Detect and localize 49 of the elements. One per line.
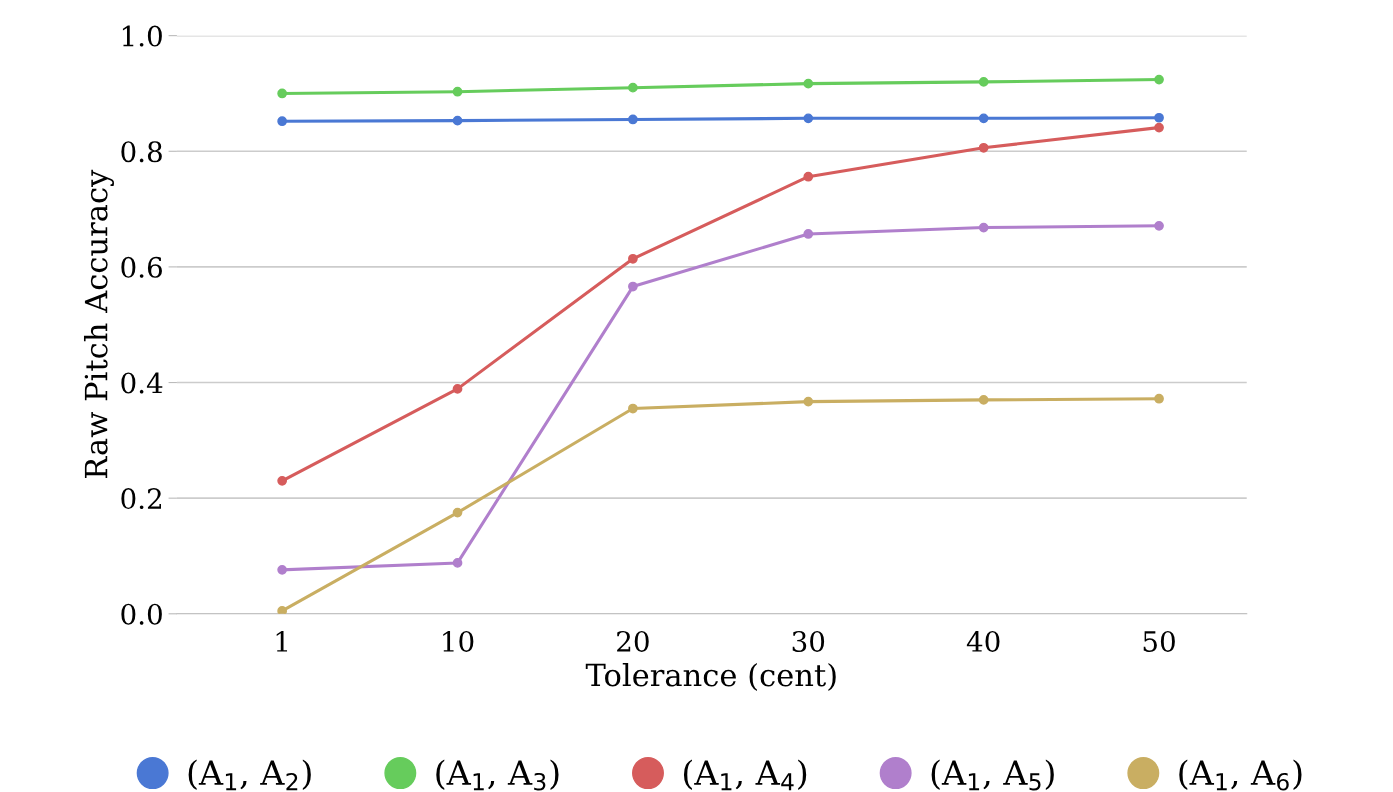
point <box>277 116 288 127</box>
legend-label: (A$_{1}$, A$_{4}$) <box>683 759 807 791</box>
point <box>803 113 814 124</box>
point <box>1154 74 1164 85</box>
y-tick-label: 0.8 <box>121 141 162 163</box>
point <box>978 222 989 233</box>
x-tick-label: 10 <box>443 630 474 652</box>
point <box>978 395 989 405</box>
point <box>978 113 989 124</box>
x-tick-label: 30 <box>792 630 825 652</box>
y-tick-label: 0.0 <box>121 603 162 625</box>
point <box>628 403 638 414</box>
point <box>277 564 288 575</box>
point <box>1154 112 1164 123</box>
point <box>277 475 288 486</box>
point <box>978 77 989 87</box>
point <box>803 78 814 89</box>
x-tick-label: 40 <box>966 630 1000 652</box>
point <box>277 88 288 99</box>
point <box>1154 220 1164 231</box>
point <box>628 114 638 125</box>
point <box>628 82 638 93</box>
point <box>978 142 989 153</box>
point <box>452 384 463 394</box>
point <box>803 229 814 239</box>
legend-label: (A$_{1}$, A$_{6}$) <box>1179 759 1302 791</box>
legend-label: (A$_{1}$, A$_{5}$) <box>931 759 1054 791</box>
point <box>803 171 814 182</box>
x-tick-label: 1 <box>276 630 288 652</box>
point <box>628 253 638 264</box>
x-axis-title: Tolerance (cent) <box>585 662 836 691</box>
y-tick-label: 1.0 <box>122 25 162 47</box>
point <box>277 606 288 614</box>
point <box>803 396 814 407</box>
legend-label: (A$_{1}$, A$_{3}$) <box>436 759 559 791</box>
point <box>1154 393 1164 404</box>
y-tick-label: 0.4 <box>121 372 163 394</box>
point <box>452 86 463 97</box>
y-axis-title: Raw Pitch Accuracy <box>83 169 114 479</box>
point <box>628 281 638 292</box>
x-tick-label: 20 <box>617 630 649 652</box>
y-tick-label: 0.6 <box>121 256 162 278</box>
point <box>1154 122 1164 133</box>
point <box>452 558 463 568</box>
legend-label: (A$_{1}$, A$_{2}$) <box>188 759 311 791</box>
x-tick-label: 50 <box>1143 630 1175 652</box>
point <box>452 507 463 518</box>
point <box>452 115 463 126</box>
y-tick-label: 0.2 <box>121 488 161 510</box>
